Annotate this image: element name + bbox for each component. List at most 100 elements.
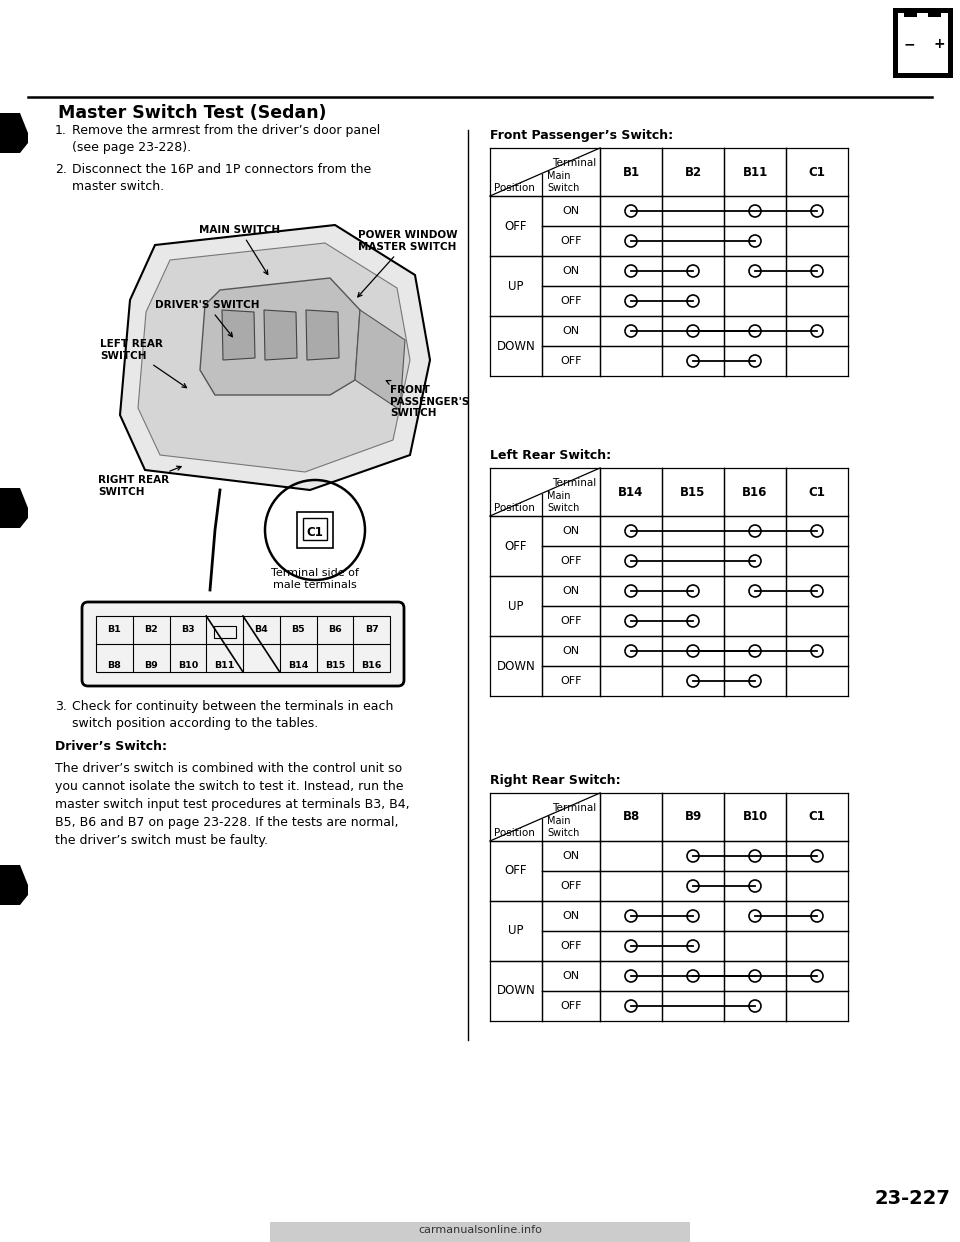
Polygon shape bbox=[222, 310, 255, 360]
Text: B16: B16 bbox=[361, 662, 382, 671]
Text: B10: B10 bbox=[742, 811, 768, 823]
Text: B6: B6 bbox=[328, 626, 342, 635]
Bar bbox=[270, 1222, 690, 1242]
Text: 2.: 2. bbox=[55, 163, 67, 176]
Polygon shape bbox=[355, 310, 405, 410]
Text: DOWN: DOWN bbox=[496, 339, 536, 353]
Text: Check for continuity between the terminals in each
switch position according to : Check for continuity between the termina… bbox=[72, 700, 394, 730]
Text: ON: ON bbox=[563, 586, 580, 596]
Text: Remove the armrest from the driver’s door panel
(see page 23-228).: Remove the armrest from the driver’s doo… bbox=[72, 124, 380, 154]
Text: ON: ON bbox=[563, 527, 580, 537]
Text: B1: B1 bbox=[108, 626, 121, 635]
Text: OFF: OFF bbox=[505, 864, 527, 878]
Text: ON: ON bbox=[563, 325, 580, 337]
Text: OFF: OFF bbox=[561, 236, 582, 246]
Text: ON: ON bbox=[563, 851, 580, 861]
Text: B8: B8 bbox=[622, 811, 639, 823]
Text: 23-227: 23-227 bbox=[875, 1189, 950, 1208]
Bar bbox=[0, 488, 20, 528]
Bar bbox=[0, 113, 20, 153]
Text: B16: B16 bbox=[742, 486, 768, 498]
Bar bbox=[928, 7, 941, 17]
Bar bbox=[213, 626, 235, 638]
Text: UP: UP bbox=[508, 924, 524, 938]
FancyBboxPatch shape bbox=[82, 602, 404, 686]
Text: B5: B5 bbox=[291, 626, 305, 635]
Text: OFF: OFF bbox=[505, 220, 527, 232]
Text: Master Switch Test (Sedan): Master Switch Test (Sedan) bbox=[58, 104, 326, 122]
Bar bbox=[904, 7, 917, 17]
Bar bbox=[297, 512, 333, 548]
Text: OFF: OFF bbox=[561, 941, 582, 951]
Text: RIGHT REAR
SWITCH: RIGHT REAR SWITCH bbox=[98, 466, 181, 497]
Bar bbox=[898, 12, 948, 73]
Text: OFF: OFF bbox=[561, 296, 582, 306]
Text: POWER WINDOW
MASTER SWITCH: POWER WINDOW MASTER SWITCH bbox=[358, 231, 458, 297]
Text: OFF: OFF bbox=[561, 616, 582, 626]
Text: B10: B10 bbox=[178, 662, 198, 671]
Text: Position: Position bbox=[494, 828, 535, 838]
Text: ON: ON bbox=[563, 971, 580, 981]
Text: B4: B4 bbox=[254, 626, 268, 635]
Polygon shape bbox=[20, 113, 28, 153]
Text: B14: B14 bbox=[618, 486, 644, 498]
Text: +: + bbox=[933, 37, 945, 51]
Text: OFF: OFF bbox=[561, 556, 582, 566]
Text: Disconnect the 16P and 1P connectors from the
master switch.: Disconnect the 16P and 1P connectors fro… bbox=[72, 163, 372, 193]
Text: Main
Switch: Main Switch bbox=[547, 816, 580, 838]
Text: B2: B2 bbox=[684, 165, 702, 179]
Text: DOWN: DOWN bbox=[496, 985, 536, 997]
Text: B7: B7 bbox=[365, 626, 378, 635]
Text: B11: B11 bbox=[214, 662, 235, 671]
Text: Position: Position bbox=[494, 183, 535, 193]
Text: B9: B9 bbox=[144, 662, 158, 671]
Polygon shape bbox=[20, 864, 28, 905]
Bar bbox=[96, 616, 390, 672]
Text: ON: ON bbox=[563, 910, 580, 922]
Text: Right Rear Switch:: Right Rear Switch: bbox=[490, 774, 620, 787]
Text: ON: ON bbox=[563, 266, 580, 276]
Text: OFF: OFF bbox=[561, 881, 582, 891]
Polygon shape bbox=[120, 225, 430, 491]
Bar bbox=[893, 7, 953, 78]
Text: C1: C1 bbox=[808, 486, 826, 498]
Text: carmanualsonline.info: carmanualsonline.info bbox=[418, 1225, 542, 1235]
Text: UP: UP bbox=[508, 279, 524, 293]
Text: Position: Position bbox=[494, 503, 535, 513]
Polygon shape bbox=[264, 310, 297, 360]
Text: B3: B3 bbox=[181, 626, 195, 635]
Text: FRONT
PASSENGER'S
SWITCH: FRONT PASSENGER'S SWITCH bbox=[386, 380, 469, 419]
Text: DOWN: DOWN bbox=[496, 660, 536, 672]
Text: Main
Switch: Main Switch bbox=[547, 492, 580, 513]
Text: OFF: OFF bbox=[561, 356, 582, 366]
Polygon shape bbox=[306, 310, 339, 360]
Text: Terminal: Terminal bbox=[552, 158, 596, 168]
Text: C1: C1 bbox=[306, 525, 324, 539]
Text: Terminal: Terminal bbox=[552, 804, 596, 814]
Text: C1: C1 bbox=[808, 165, 826, 179]
Bar bbox=[303, 518, 327, 540]
Polygon shape bbox=[200, 278, 360, 395]
Text: OFF: OFF bbox=[561, 676, 582, 686]
Text: UP: UP bbox=[508, 600, 524, 612]
Text: B14: B14 bbox=[288, 662, 308, 671]
Text: C1: C1 bbox=[808, 811, 826, 823]
Text: The driver’s switch is combined with the control unit so
you cannot isolate the : The driver’s switch is combined with the… bbox=[55, 763, 410, 847]
Text: Front Passenger’s Switch:: Front Passenger’s Switch: bbox=[490, 129, 673, 142]
Text: Driver’s Switch:: Driver’s Switch: bbox=[55, 740, 167, 753]
Text: Terminal side of
male terminals: Terminal side of male terminals bbox=[271, 568, 359, 590]
Text: B11: B11 bbox=[742, 165, 768, 179]
Text: B15: B15 bbox=[681, 486, 706, 498]
Text: 1.: 1. bbox=[55, 124, 67, 137]
Bar bbox=[0, 864, 20, 905]
Text: B1: B1 bbox=[622, 165, 639, 179]
Polygon shape bbox=[138, 243, 410, 472]
Text: Left Rear Switch:: Left Rear Switch: bbox=[490, 450, 612, 462]
Polygon shape bbox=[20, 488, 28, 528]
Text: B8: B8 bbox=[108, 662, 121, 671]
Text: B2: B2 bbox=[144, 626, 158, 635]
Text: Terminal: Terminal bbox=[552, 478, 596, 488]
Text: 3.: 3. bbox=[55, 700, 67, 713]
Text: OFF: OFF bbox=[561, 1001, 582, 1011]
Text: Main
Switch: Main Switch bbox=[547, 171, 580, 193]
